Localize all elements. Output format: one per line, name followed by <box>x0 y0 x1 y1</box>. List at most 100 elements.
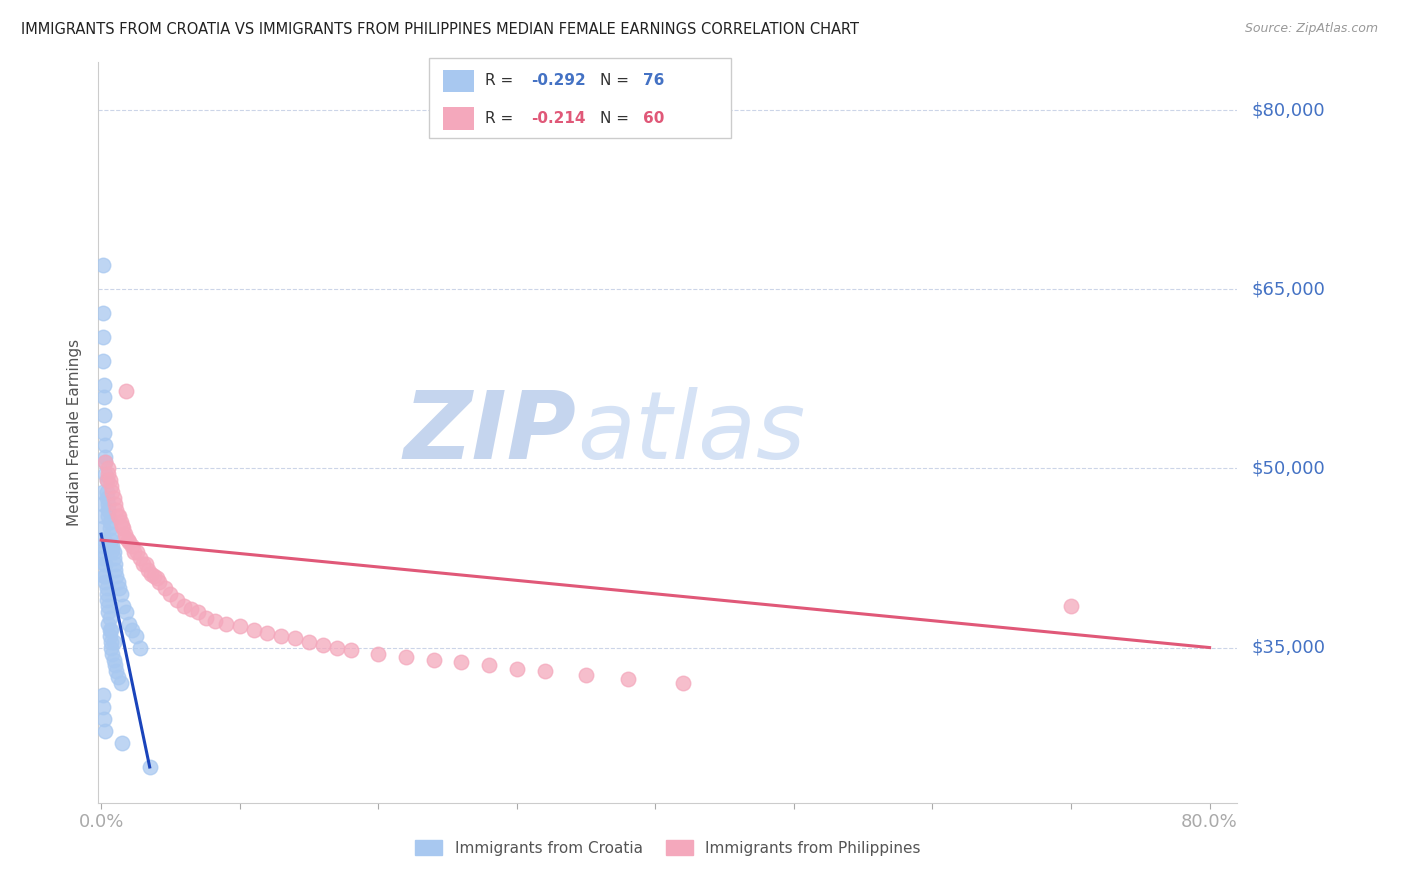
Text: IMMIGRANTS FROM CROATIA VS IMMIGRANTS FROM PHILIPPINES MEDIAN FEMALE EARNINGS CO: IMMIGRANTS FROM CROATIA VS IMMIGRANTS FR… <box>21 22 859 37</box>
Point <box>96 485 118 500</box>
Point <box>91 509 114 524</box>
Point <box>97 605 120 619</box>
Point <box>98 515 121 529</box>
Point <box>103 551 125 566</box>
Point <box>159 587 181 601</box>
Point <box>127 545 149 559</box>
Point <box>110 515 132 529</box>
Point <box>229 619 252 633</box>
Point <box>94 437 117 451</box>
Point <box>97 461 120 475</box>
Point <box>118 535 141 549</box>
Point <box>91 521 114 535</box>
Point <box>91 259 114 273</box>
Point <box>129 551 152 566</box>
Point <box>478 658 501 673</box>
Point <box>136 563 159 577</box>
Point <box>93 569 115 583</box>
Point <box>97 599 120 613</box>
Point <box>91 551 114 566</box>
Point <box>135 557 157 571</box>
Point <box>96 592 118 607</box>
Point <box>94 467 117 482</box>
Point <box>107 574 129 589</box>
Point <box>100 634 122 648</box>
Point <box>148 574 170 589</box>
Point <box>108 581 131 595</box>
Point <box>242 623 264 637</box>
Point <box>139 566 162 581</box>
Point <box>96 474 118 488</box>
Point <box>121 539 143 553</box>
Point <box>101 542 124 557</box>
Text: -0.214: -0.214 <box>531 111 586 126</box>
Text: $50,000: $50,000 <box>1251 459 1324 477</box>
Point <box>91 485 114 500</box>
Point <box>103 652 125 666</box>
Point <box>112 521 135 535</box>
Point <box>145 571 167 585</box>
Point <box>93 545 115 559</box>
Point <box>108 509 131 524</box>
Point <box>180 602 202 616</box>
Point <box>312 638 335 652</box>
Point <box>100 527 122 541</box>
Point <box>96 581 118 595</box>
Point <box>395 650 418 665</box>
Point <box>97 467 120 482</box>
Point <box>97 616 120 631</box>
Point <box>132 557 155 571</box>
Point <box>195 610 218 624</box>
Point <box>367 647 389 661</box>
Text: R =: R = <box>485 73 519 88</box>
Point <box>96 587 118 601</box>
Point <box>94 724 117 739</box>
Point <box>153 581 176 595</box>
Point <box>115 531 138 545</box>
Legend: Immigrants from Croatia, Immigrants from Philippines: Immigrants from Croatia, Immigrants from… <box>409 834 927 862</box>
Point <box>100 623 122 637</box>
Point <box>125 629 148 643</box>
Point <box>97 503 120 517</box>
Point <box>91 689 114 703</box>
Point <box>124 545 146 559</box>
Point <box>98 623 121 637</box>
Point <box>118 616 141 631</box>
Point <box>1060 599 1083 613</box>
Point <box>91 700 114 714</box>
Point <box>103 545 125 559</box>
Point <box>284 631 307 645</box>
Point <box>97 497 120 511</box>
Point <box>215 616 238 631</box>
Point <box>204 615 226 629</box>
Point <box>94 569 117 583</box>
Point <box>101 485 124 500</box>
Point <box>98 521 121 535</box>
Point <box>112 599 135 613</box>
Point <box>166 592 188 607</box>
Point <box>94 455 117 469</box>
Point <box>110 676 132 690</box>
Point <box>91 354 114 368</box>
Point <box>91 539 114 553</box>
Point <box>111 736 134 750</box>
Text: N =: N = <box>600 73 634 88</box>
Point <box>94 455 117 469</box>
Point <box>104 497 127 511</box>
Point <box>616 672 638 686</box>
Point <box>187 605 209 619</box>
Point <box>506 662 529 676</box>
Point <box>91 497 114 511</box>
Point <box>100 640 122 655</box>
Text: Source: ZipAtlas.com: Source: ZipAtlas.com <box>1244 22 1378 36</box>
Text: -0.292: -0.292 <box>531 73 586 88</box>
Point <box>533 665 555 679</box>
Point <box>97 509 120 524</box>
Point <box>94 450 117 464</box>
Y-axis label: Median Female Earnings: Median Female Earnings <box>67 339 83 526</box>
Point <box>100 479 122 493</box>
Point <box>110 587 132 601</box>
Point <box>117 533 139 547</box>
Text: ZIP: ZIP <box>404 386 576 479</box>
Point <box>105 569 128 583</box>
